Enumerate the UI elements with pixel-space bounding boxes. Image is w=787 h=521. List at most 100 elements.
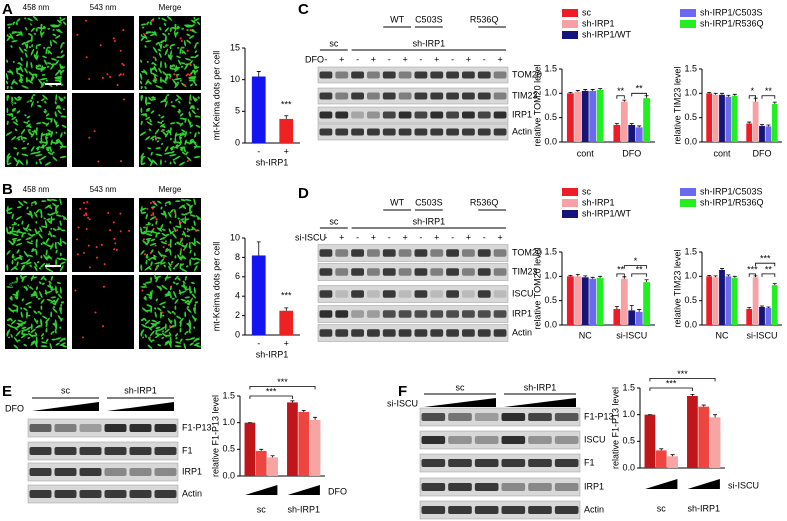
mito-signal bbox=[45, 79, 48, 82]
mito-signal bbox=[163, 264, 166, 268]
mito-signal bbox=[36, 295, 38, 299]
y-tick-label: 0.0 bbox=[684, 319, 697, 329]
mito-signal bbox=[52, 235, 56, 237]
blot-band bbox=[430, 329, 444, 337]
blot-band bbox=[129, 424, 152, 432]
blot-strip bbox=[27, 462, 179, 482]
lane-sign: - bbox=[388, 54, 391, 64]
mito-signal bbox=[57, 110, 62, 115]
mito-signal bbox=[17, 206, 22, 209]
mito-signal bbox=[55, 211, 59, 214]
mito-signal bbox=[169, 238, 172, 244]
mito-signal bbox=[18, 200, 24, 207]
mito-signal bbox=[16, 110, 21, 114]
mito-signal bbox=[184, 64, 188, 70]
protein-label: TIM23 bbox=[512, 266, 538, 276]
mito-signal bbox=[56, 24, 60, 28]
mito-signal bbox=[30, 61, 33, 69]
group-label: sc bbox=[329, 216, 339, 226]
mito-signal bbox=[46, 298, 53, 302]
x-tick-label: - bbox=[257, 338, 260, 348]
mito-signal bbox=[186, 151, 189, 154]
significance: *** bbox=[760, 254, 771, 264]
mito-signal bbox=[165, 240, 167, 243]
blot-band bbox=[104, 490, 127, 498]
mito-signal bbox=[59, 156, 67, 159]
x-axis-label: si-ISCU bbox=[728, 480, 759, 490]
significance: ** bbox=[617, 86, 625, 96]
bar bbox=[596, 89, 604, 142]
mito-signal bbox=[141, 26, 145, 29]
mito-signal bbox=[50, 278, 53, 281]
mito-signal bbox=[157, 48, 162, 52]
mito-signal bbox=[190, 24, 194, 28]
mito-signal bbox=[49, 342, 53, 350]
y-axis-label: relative F1-P13 level bbox=[610, 387, 620, 469]
protein-label: TIM23 bbox=[512, 90, 538, 100]
error-bar bbox=[670, 454, 675, 457]
mito-signal bbox=[144, 86, 147, 90]
mito-signal bbox=[51, 338, 56, 341]
y-tick-label: 0.0 bbox=[544, 319, 557, 329]
mito-signal bbox=[17, 224, 20, 227]
mito-signal bbox=[52, 302, 57, 305]
mito-signal bbox=[170, 295, 172, 299]
mito-signal bbox=[60, 303, 63, 307]
mito-signal bbox=[191, 29, 195, 32]
mito-signal bbox=[187, 118, 192, 126]
mito-signal bbox=[165, 95, 168, 101]
mito-signal bbox=[31, 334, 38, 337]
mito-signal bbox=[180, 256, 186, 259]
blot-band bbox=[367, 71, 380, 79]
mito-signal bbox=[41, 341, 48, 344]
mito-signal bbox=[6, 120, 9, 126]
mito-signal bbox=[41, 98, 45, 102]
mito-signal bbox=[16, 135, 21, 140]
mito-signal bbox=[26, 254, 33, 257]
mito-signal bbox=[179, 113, 184, 117]
blot-band bbox=[430, 71, 444, 79]
mito-signal bbox=[60, 144, 64, 149]
mito-signal bbox=[157, 307, 162, 311]
mito-signal bbox=[53, 118, 58, 126]
mito-signal bbox=[42, 55, 47, 59]
blot-band bbox=[382, 71, 396, 79]
blot-band bbox=[448, 459, 472, 467]
mitophagy-signal bbox=[155, 77, 158, 80]
mito-signal bbox=[10, 265, 17, 271]
bar bbox=[566, 93, 574, 142]
mito-signal bbox=[18, 46, 24, 54]
mito-signal bbox=[169, 27, 172, 32]
mito-signal bbox=[173, 77, 182, 81]
mitophagy-signal bbox=[190, 98, 193, 101]
mito-signal bbox=[145, 135, 151, 141]
error-bar bbox=[713, 414, 718, 418]
mito-signal bbox=[30, 292, 37, 296]
mito-signal bbox=[6, 211, 13, 214]
mitophagy-signal bbox=[186, 230, 189, 233]
mito-signal bbox=[42, 146, 45, 149]
y-tick-label: 4 bbox=[235, 291, 240, 301]
blot-band bbox=[462, 128, 475, 136]
mito-signal bbox=[45, 317, 50, 324]
row-label: sh-IRP1 bbox=[9, 98, 38, 107]
mito-signal bbox=[175, 27, 181, 30]
mito-signal bbox=[177, 277, 181, 281]
blot-strip bbox=[27, 418, 179, 438]
mito-signal bbox=[16, 72, 24, 77]
bar bbox=[746, 308, 753, 325]
blot-band bbox=[421, 459, 446, 467]
mito-signal bbox=[155, 153, 163, 157]
mito-signal bbox=[140, 107, 143, 114]
blot-strip bbox=[419, 430, 581, 450]
mito-signal bbox=[47, 285, 52, 288]
lane-sign: - bbox=[451, 54, 454, 64]
error-bar bbox=[614, 123, 619, 125]
mito-signal bbox=[194, 97, 197, 101]
mito-signal bbox=[39, 77, 48, 81]
mito-signal bbox=[165, 233, 170, 237]
mito-signal bbox=[154, 261, 162, 265]
legend-swatch bbox=[562, 20, 578, 28]
mito-signal bbox=[150, 135, 155, 140]
mito-signal bbox=[51, 152, 54, 155]
